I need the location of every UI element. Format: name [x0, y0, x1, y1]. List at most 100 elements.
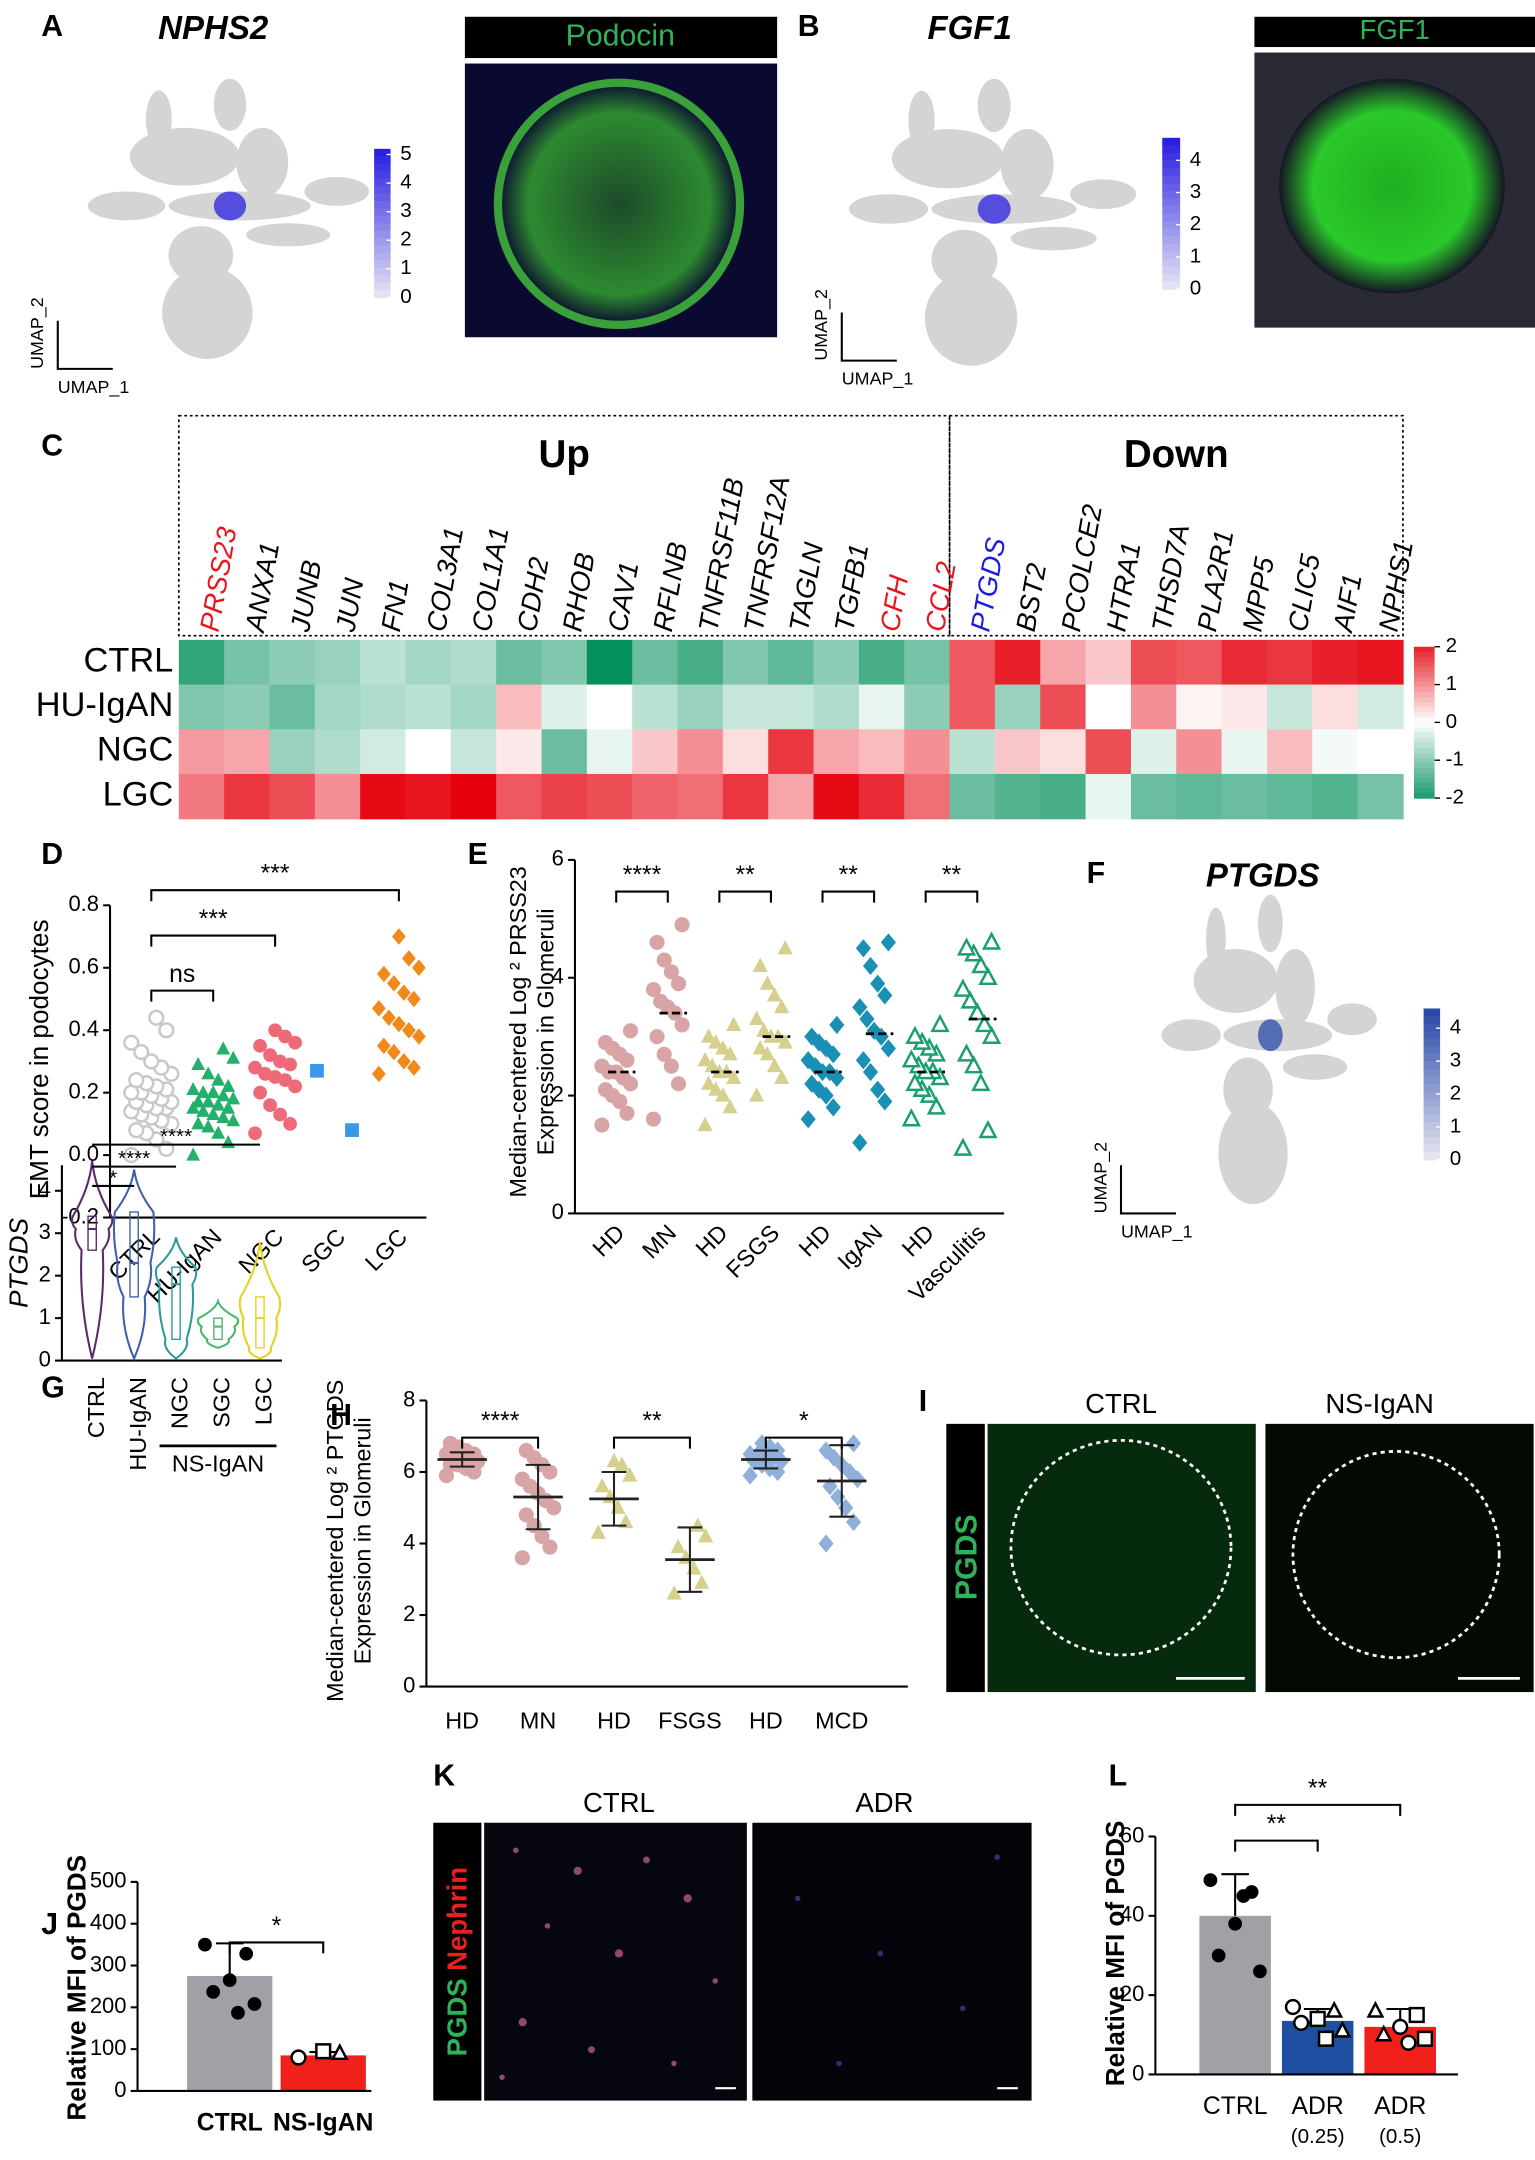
heatmap-cell — [1266, 773, 1313, 820]
data-point — [231, 2005, 245, 2020]
x-tick-label: CTRL — [83, 1377, 109, 1438]
colorbar-tick-label: 1 — [1450, 1114, 1461, 1137]
group-label: NS-IgAN — [172, 1450, 264, 1476]
data-point — [862, 956, 879, 976]
data-point — [715, 1087, 731, 1102]
heatmap-cell — [1266, 639, 1313, 686]
heatmap-cell — [858, 684, 905, 730]
image-label: CTRL — [1085, 1388, 1157, 1419]
colorbar-segment — [1413, 666, 1435, 673]
heatmap-cell — [632, 773, 679, 820]
significance-label: **** — [481, 1408, 520, 1435]
heatmap-cell — [405, 729, 452, 775]
data-point — [846, 1434, 862, 1453]
column-label: COL3A1 — [420, 525, 469, 634]
panel-letter: G — [41, 1371, 65, 1404]
error-bar — [1221, 1873, 1249, 1916]
heatmap-cell — [1266, 729, 1313, 775]
heatmap-cell — [496, 684, 543, 730]
y-tick-label: 0 — [552, 1199, 564, 1224]
data-point — [960, 990, 980, 1009]
colorbar-segment — [1162, 251, 1181, 260]
significance-bracket — [228, 1941, 325, 1954]
colorbar-segment — [1413, 712, 1435, 719]
y-tick-label: 40 — [1120, 1902, 1144, 1927]
x-axis-label: UMAP_1 — [842, 369, 914, 390]
heatmap-cell — [1221, 773, 1268, 820]
umap-cluster — [1010, 226, 1097, 251]
y-tick-label: 300 — [90, 1951, 127, 1976]
colorbar-segment — [1423, 1129, 1441, 1138]
violin — [238, 1241, 282, 1360]
y-axis-label: UMAP_2 — [27, 297, 48, 369]
colorbar-segment — [1162, 145, 1181, 154]
violin-box — [171, 1266, 181, 1341]
data-point — [1366, 2000, 1385, 2018]
umap-cluster-highlight — [977, 194, 1011, 224]
colorbar-segment — [1413, 757, 1435, 764]
x-tick-label: MN — [637, 1219, 681, 1263]
colorbar-segment — [1162, 243, 1181, 252]
data-point — [877, 986, 893, 1005]
panel-letter: E — [468, 838, 488, 871]
data-point — [542, 1539, 558, 1555]
significance-label: ** — [1267, 1811, 1287, 1838]
heatmap-cell — [1040, 639, 1087, 686]
data-point — [1392, 2018, 1409, 2035]
umap-cluster — [908, 90, 935, 150]
column-label: BST2 — [1010, 561, 1052, 634]
y-tick-label: 200 — [90, 1993, 127, 2018]
colorbar-segment — [1162, 152, 1181, 162]
data-point — [722, 1046, 738, 1061]
significance-bracket — [764, 1436, 843, 1449]
significance-bracket — [718, 890, 772, 903]
colorbar-segment — [1423, 1152, 1441, 1161]
colorbar-segment — [1423, 1076, 1441, 1085]
data-point — [1236, 1889, 1251, 1903]
heatmap-cell — [314, 773, 361, 820]
significance-bracket — [1234, 1839, 1319, 1852]
data-point — [211, 1125, 226, 1139]
error-bar — [677, 1526, 703, 1593]
data-point — [726, 1016, 742, 1031]
umap-cluster — [162, 266, 253, 359]
heatmap-cell — [586, 729, 633, 775]
umap-cluster — [1218, 1102, 1288, 1205]
column-label: PRSS23 — [194, 524, 243, 634]
umap-cluster — [1000, 129, 1054, 201]
x-axis-label: UMAP_1 — [1121, 1221, 1193, 1242]
glomerulus-outline — [1009, 1438, 1233, 1657]
colorbar-segment — [1413, 676, 1435, 683]
x-tick-sublabel: (0.25) — [1291, 2125, 1345, 2148]
data-point — [253, 1085, 267, 1100]
heatmap-cell — [768, 684, 815, 730]
data-point — [901, 1108, 921, 1127]
data-point — [392, 1015, 406, 1033]
data-point — [345, 1123, 359, 1137]
heatmap-cell — [1221, 684, 1268, 730]
y-tick-label: 0.8 — [68, 891, 99, 916]
data-point — [877, 1092, 893, 1111]
data-point — [804, 1074, 820, 1093]
data-point — [412, 1028, 426, 1045]
data-point — [412, 959, 426, 977]
y-tick-label: 2 — [403, 1601, 415, 1626]
colorbar-segment — [1423, 1038, 1441, 1047]
colorbar-segment — [374, 200, 391, 209]
row-label: NGC — [97, 731, 173, 769]
group-label: Down — [1124, 433, 1229, 476]
cells — [795, 1854, 1000, 2067]
data-point — [697, 1051, 713, 1067]
colorbar-segment — [1423, 1068, 1441, 1078]
colorbar-segment — [1162, 213, 1181, 222]
data-point — [800, 1110, 816, 1129]
umap-cluster — [236, 127, 289, 198]
heatmap-cell — [314, 639, 361, 686]
data-point — [288, 1079, 302, 1094]
violin-box — [87, 1215, 97, 1251]
data-point — [128, 1122, 145, 1139]
data-point — [191, 1116, 206, 1130]
umap-cluster — [924, 271, 1018, 366]
colorbar-segment — [1162, 228, 1181, 237]
data-point — [855, 939, 871, 958]
